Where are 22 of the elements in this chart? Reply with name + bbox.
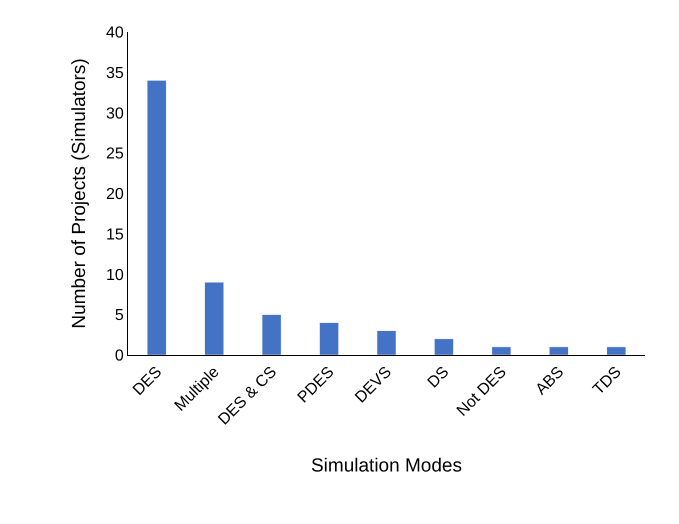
y-tick-label: 15 (106, 226, 124, 244)
bar (262, 314, 282, 355)
bar (606, 346, 626, 355)
y-tick-label: 35 (106, 64, 124, 82)
y-tick-label: 5 (114, 307, 124, 324)
bar (492, 346, 512, 355)
bar (434, 338, 454, 355)
bar (549, 346, 569, 355)
x-axis-title: Simulation Modes (310, 455, 462, 476)
x-tick-label: TDS (590, 364, 625, 398)
bar (319, 322, 339, 355)
bar (146, 80, 166, 355)
y-tick-label: 0 (114, 348, 124, 365)
bar (204, 282, 224, 355)
y-axis-title: Number of Projects (Simulators) (68, 58, 90, 329)
y-tick-label: 20 (106, 186, 124, 204)
y-tick-label: 30 (106, 105, 124, 122)
y-tick-label: 10 (106, 266, 124, 284)
bar (376, 330, 396, 355)
x-tick-label: DS (424, 364, 452, 392)
y-tick-label: 40 (106, 24, 124, 42)
y-tick-label: 25 (106, 146, 124, 163)
